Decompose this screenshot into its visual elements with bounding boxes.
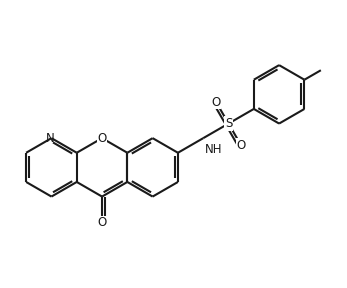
Text: O: O xyxy=(236,139,246,151)
Text: S: S xyxy=(225,117,232,130)
Text: O: O xyxy=(211,96,221,109)
Text: NH: NH xyxy=(205,143,222,156)
Text: N: N xyxy=(45,132,54,145)
Text: O: O xyxy=(98,132,107,145)
Text: O: O xyxy=(98,216,107,229)
